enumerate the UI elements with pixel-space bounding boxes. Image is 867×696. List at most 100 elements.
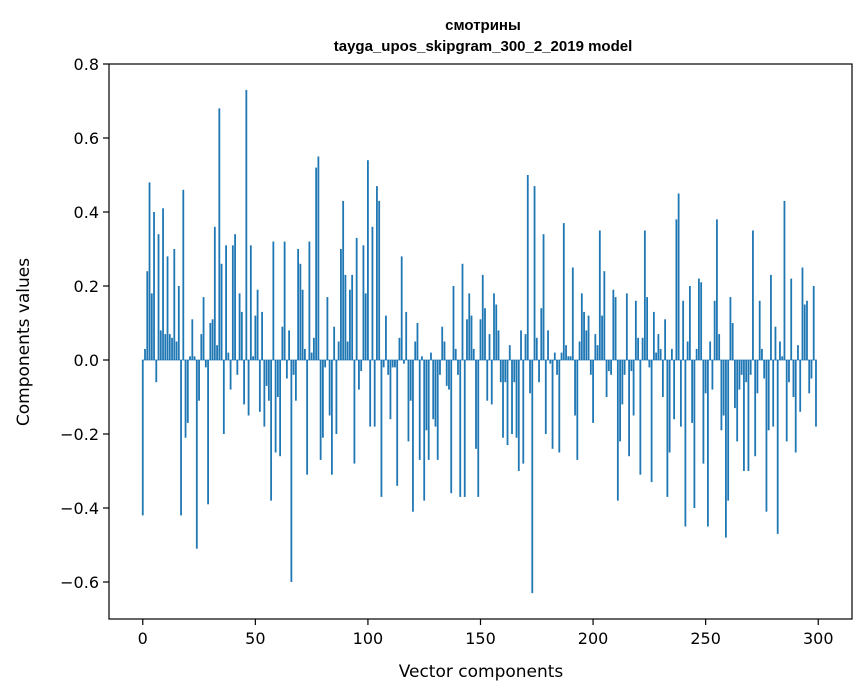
bar-270 xyxy=(749,360,752,375)
x-tick-label: 0 xyxy=(138,629,148,648)
bar-293 xyxy=(801,267,804,360)
bar-164 xyxy=(511,360,513,434)
bar-258 xyxy=(722,360,725,416)
bar-49 xyxy=(252,356,254,360)
bar-68 xyxy=(294,360,297,401)
y-tick-label: 0.8 xyxy=(74,55,99,74)
bar-215 xyxy=(625,293,628,360)
bar-287 xyxy=(788,360,790,383)
bar-92 xyxy=(349,289,351,360)
bar-6 xyxy=(155,360,158,383)
bar-79 xyxy=(319,360,322,460)
bar-158 xyxy=(497,330,500,360)
y-axis-label: Components values xyxy=(14,258,34,426)
bar-289 xyxy=(792,360,795,397)
bar-102 xyxy=(371,226,374,360)
bar-224 xyxy=(646,297,649,360)
bar-10 xyxy=(164,334,167,360)
bar-151 xyxy=(481,274,484,360)
bar-232 xyxy=(664,319,667,360)
bar-3 xyxy=(148,182,151,360)
bar-77 xyxy=(315,167,318,360)
bar-163 xyxy=(508,345,511,360)
bar-159 xyxy=(499,360,502,383)
bar-55 xyxy=(265,360,268,386)
bar-261 xyxy=(729,297,732,360)
bar-292 xyxy=(799,360,802,412)
bar-276 xyxy=(763,360,766,379)
bar-227 xyxy=(652,311,655,360)
bar-107 xyxy=(382,360,385,368)
bar-195 xyxy=(580,293,583,360)
bar-197 xyxy=(585,330,588,360)
bar-256 xyxy=(718,334,721,360)
bar-113 xyxy=(396,360,399,486)
bar-240 xyxy=(682,300,685,360)
bar-63 xyxy=(283,241,286,360)
bar-216 xyxy=(628,360,630,457)
bar-210 xyxy=(614,297,617,360)
bar-91 xyxy=(346,341,349,360)
bar-229 xyxy=(657,334,660,360)
bar-167 xyxy=(517,360,520,471)
bar-132 xyxy=(439,360,441,375)
bar-103 xyxy=(373,360,376,427)
bar-17 xyxy=(180,360,182,516)
bar-101 xyxy=(369,360,372,427)
bar-171 xyxy=(526,175,529,360)
bar-26 xyxy=(200,334,203,360)
bar-48 xyxy=(249,245,252,360)
bar-172 xyxy=(529,360,531,394)
bar-112 xyxy=(394,360,396,368)
bar-46 xyxy=(245,89,248,361)
bar-60 xyxy=(276,360,279,397)
bar-189 xyxy=(567,356,570,360)
bar-61 xyxy=(279,360,282,457)
bar-241 xyxy=(684,360,687,527)
bar-139 xyxy=(454,348,457,360)
bar-128 xyxy=(430,352,432,360)
bar-45 xyxy=(243,360,245,405)
bar-7 xyxy=(157,234,160,360)
bar-255 xyxy=(716,219,718,360)
bar-109 xyxy=(387,360,390,375)
bar-99 xyxy=(364,293,367,360)
bar-34 xyxy=(218,108,221,361)
bar-278 xyxy=(767,360,770,431)
bar-248 xyxy=(700,282,703,360)
bar-175 xyxy=(535,337,538,360)
bar-71 xyxy=(301,289,304,360)
bar-180 xyxy=(547,330,549,360)
bar-127 xyxy=(427,360,430,460)
bar-42 xyxy=(236,360,239,375)
bar-31 xyxy=(211,319,214,360)
bar-242 xyxy=(686,341,689,360)
bar-85 xyxy=(333,326,336,360)
bar-234 xyxy=(668,360,671,453)
bar-156 xyxy=(493,293,495,360)
bar-80 xyxy=(321,360,324,438)
bar-35 xyxy=(220,263,223,360)
y-axis-ticks: −0.6 −0.4 −0.2 0.0 0.2 0.4 0.6 0.8 xyxy=(60,55,109,592)
bar-237 xyxy=(675,219,678,360)
bar-267 xyxy=(743,360,745,471)
bar-221 xyxy=(639,360,642,475)
bar-161 xyxy=(504,360,507,383)
bar-266 xyxy=(740,360,743,375)
bar-125 xyxy=(423,360,426,501)
bar-282 xyxy=(776,360,779,534)
bar-56 xyxy=(267,360,270,401)
bar-8 xyxy=(159,330,162,360)
bar-244 xyxy=(691,360,694,423)
bar-214 xyxy=(623,360,626,375)
bar-269 xyxy=(747,360,750,471)
bar-236 xyxy=(673,360,676,420)
bar-88 xyxy=(340,249,342,360)
bar-40 xyxy=(231,245,234,360)
bar-74 xyxy=(308,241,311,360)
y-tick-label: −0.4 xyxy=(60,499,99,518)
bar-53 xyxy=(261,311,263,360)
bar-95 xyxy=(355,237,358,360)
bar-149 xyxy=(477,360,480,497)
bar-73 xyxy=(306,360,309,475)
